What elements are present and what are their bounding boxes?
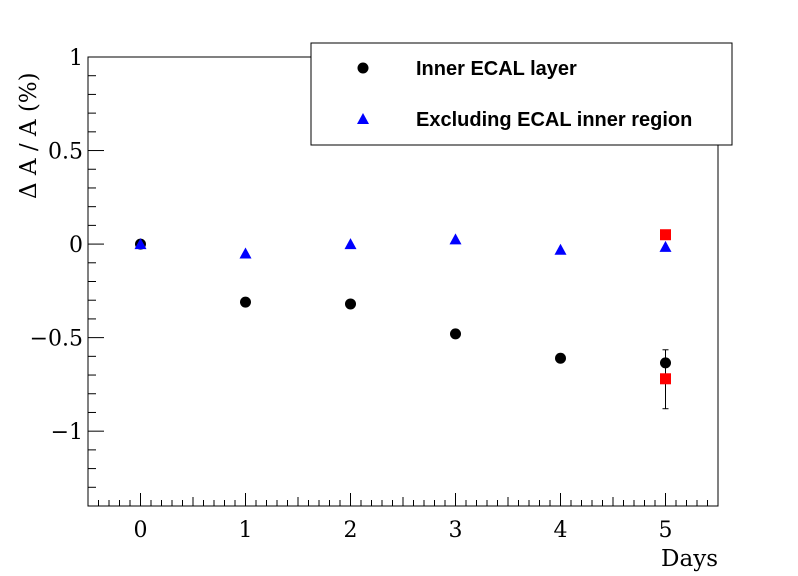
data-point-circle: [450, 328, 461, 340]
y-tick-label: 1: [69, 46, 83, 71]
data-point-square: [660, 373, 671, 385]
data-point-triangle: [239, 247, 252, 259]
legend-marker-excluding-inner: [357, 113, 369, 124]
x-tick-label: 2: [344, 518, 358, 543]
data-points: [134, 229, 672, 410]
x-tick-label: 0: [134, 518, 148, 543]
y-tick-label: −1: [51, 420, 83, 445]
data-point-circle: [240, 296, 251, 308]
axis-ticks: [87, 56, 719, 507]
data-point-triangle: [344, 238, 357, 250]
data-point-circle: [345, 298, 356, 310]
y-tick-label: 0: [69, 233, 83, 258]
y-tick-label: −0.5: [30, 327, 83, 352]
data-point-triangle: [554, 243, 567, 255]
x-axis-title: Days: [661, 546, 718, 572]
legend-label-excluding-inner: Excluding ECAL inner region: [416, 109, 692, 131]
legend-box: [310, 42, 733, 146]
x-tick-label: 3: [449, 518, 463, 543]
data-point-triangle: [449, 233, 462, 245]
data-point-triangle: [659, 240, 672, 252]
x-tick-label: 4: [554, 518, 568, 543]
data-point-triangle: [134, 238, 147, 250]
y-tick-label: 0.5: [48, 140, 83, 165]
x-tick-label: 1: [239, 518, 253, 543]
x-tick-label: 5: [659, 518, 673, 543]
legend-label-inner-ecal: Inner ECAL layer: [416, 58, 577, 80]
data-point-square: [660, 229, 671, 241]
data-point-circle: [660, 357, 671, 369]
y-axis-title: Δ A / A (%): [16, 72, 42, 199]
legend: Inner ECAL layer Excluding ECAL inner re…: [310, 42, 733, 146]
data-point-circle: [555, 352, 566, 364]
legend-marker-inner-ecal: [357, 62, 369, 74]
tick-labels: 0 1 2 3 4 5 −1 −0.5 0 0.5 1: [30, 46, 673, 543]
